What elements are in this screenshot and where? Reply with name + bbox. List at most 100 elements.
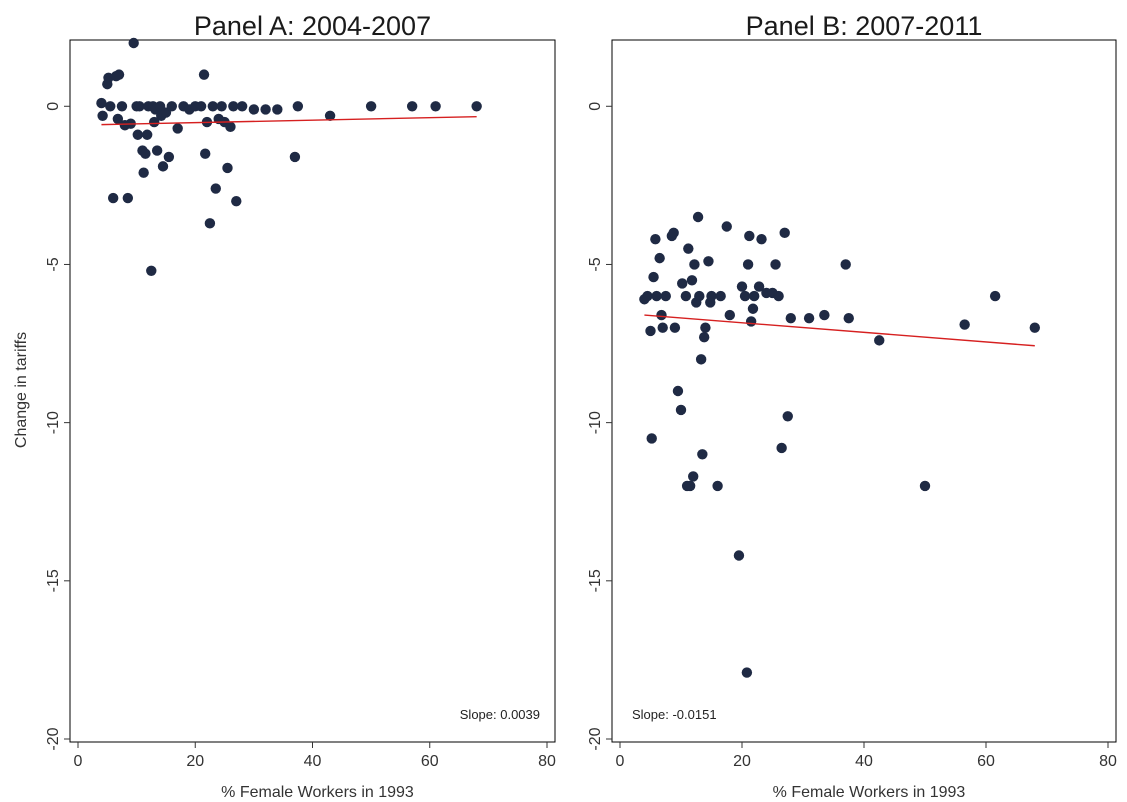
panel-a-point [151, 145, 163, 156]
panel-b-point [753, 281, 765, 292]
panel-b-point [741, 667, 753, 678]
panel-b-point [677, 278, 688, 289]
panel-b-title: Panel B: 2007-2011 [746, 11, 983, 41]
panel-b-point [779, 227, 790, 239]
panel-b-point [648, 271, 659, 283]
panel-a-point [146, 265, 157, 276]
panel-a-point [222, 162, 233, 174]
panel-b-point [645, 325, 656, 337]
panel-a-point [122, 192, 134, 204]
panel-a-point [112, 113, 124, 125]
panel-a-point [195, 101, 207, 112]
panel-a-point [225, 121, 236, 133]
panel-b-x-axis-title: % Female Workers in 1993 [773, 784, 966, 801]
panel-a-point [138, 167, 149, 178]
panel-a-point [166, 101, 177, 112]
panel-b-point [660, 290, 671, 302]
panel-b-point [724, 309, 735, 321]
panel-b-point [692, 211, 704, 223]
panel-a-fit-line [101, 116, 477, 126]
panel-b-point [646, 433, 657, 444]
panel-a-point [204, 218, 216, 229]
panel-b-point [744, 230, 755, 242]
panel-b-point [770, 259, 781, 270]
panel-b-point [654, 252, 665, 264]
panel-b-fit-line [644, 314, 1035, 347]
panel-a-y-tick-label: -20 [45, 727, 62, 750]
panel-a-point [116, 101, 128, 112]
panel-a-point [97, 110, 108, 121]
panel-b-point [756, 233, 767, 245]
panel-b-x-tick-label: 0 [616, 753, 625, 770]
panel-a-point [200, 148, 211, 159]
panel-a-x-tick-label: 80 [538, 753, 556, 770]
panel-a-point [149, 116, 160, 128]
panel-b-point [675, 404, 687, 416]
panel-a-y-tick-label: -5 [45, 257, 62, 271]
panel-a-x-axis-title: % Female Workers in 1993 [221, 784, 414, 801]
panel-b-x-tick-label: 40 [855, 753, 873, 770]
panel-a-point [157, 161, 169, 172]
panel-b-point [688, 471, 699, 482]
panel-a-point [228, 101, 239, 112]
panel-b-point [672, 385, 684, 397]
panel-b-point [712, 480, 723, 492]
panel-b-x-tick-label: 80 [1099, 753, 1117, 770]
panel-b-point [736, 281, 748, 292]
panel-a-point [236, 101, 248, 112]
panel-b-point [749, 290, 760, 302]
panel-b-point [785, 313, 796, 324]
panel-b-plot-frame [611, 39, 1117, 743]
panel-b-point [803, 313, 815, 324]
panel-b-point [989, 290, 1001, 302]
panel-b-point [656, 309, 667, 321]
panel-a-point [113, 69, 125, 80]
panel-a-point [365, 101, 377, 112]
panel-b-point [874, 335, 885, 346]
panel-a: Panel A: 2004-2007 0 20 40 60 80 -20 -15 -10 -5 0%… [13, 11, 556, 801]
panel-b-point [745, 316, 757, 327]
panel-a-point [132, 129, 143, 140]
panel-b-y-tick-label: -5 [587, 257, 604, 271]
panel-a-point [289, 151, 301, 163]
panel-b: Panel B: 2007-2011 0 20 40 60 80 -20 -15 -10 -5 0%… [587, 11, 1117, 801]
panel-b-point [657, 322, 668, 333]
panel-b-point [651, 290, 662, 302]
panel-b-point [733, 550, 745, 561]
panel-a-point [198, 69, 210, 80]
panel-b-y-tick-label: -20 [587, 727, 604, 750]
panel-a-point [172, 123, 183, 134]
panel-a-x-tick-label: 0 [74, 753, 83, 770]
panel-b-point [698, 332, 710, 343]
panel-a-point [406, 101, 418, 112]
panel-b-x-tick-label: 20 [733, 753, 751, 770]
panel-b-point [959, 319, 970, 330]
panel-b-point [721, 221, 732, 232]
panel-a-point [324, 110, 336, 121]
panel-a-y-axis-title: Change in tariffs [13, 332, 30, 448]
panel-a-point [134, 101, 145, 112]
panel-b-point [669, 322, 681, 333]
panel-b-point [684, 480, 696, 492]
panel-b-y-tick-label: -15 [587, 569, 604, 592]
panel-b-point [703, 256, 714, 267]
panel-b-point [686, 275, 698, 286]
panel-b-point [694, 290, 705, 302]
panel-a-point [272, 104, 283, 115]
panel-b-y-tick-label: 0 [587, 102, 604, 111]
panel-b-point [776, 442, 787, 454]
panel-b-point [697, 449, 708, 460]
panel-a-point [163, 151, 175, 163]
panel-a-y-tick-label: -10 [45, 411, 62, 434]
panel-b-point [700, 322, 711, 333]
panel-b-point [680, 290, 692, 302]
panel-b-point [695, 354, 707, 365]
panel-b-point [650, 233, 661, 245]
panel-b-point [642, 290, 653, 302]
panel-b-point [747, 303, 759, 314]
panel-a-point [96, 97, 107, 109]
panel-a-x-tick-label: 40 [304, 753, 322, 770]
panel-a-point [292, 101, 304, 112]
panel-a-plot-frame [69, 39, 556, 743]
